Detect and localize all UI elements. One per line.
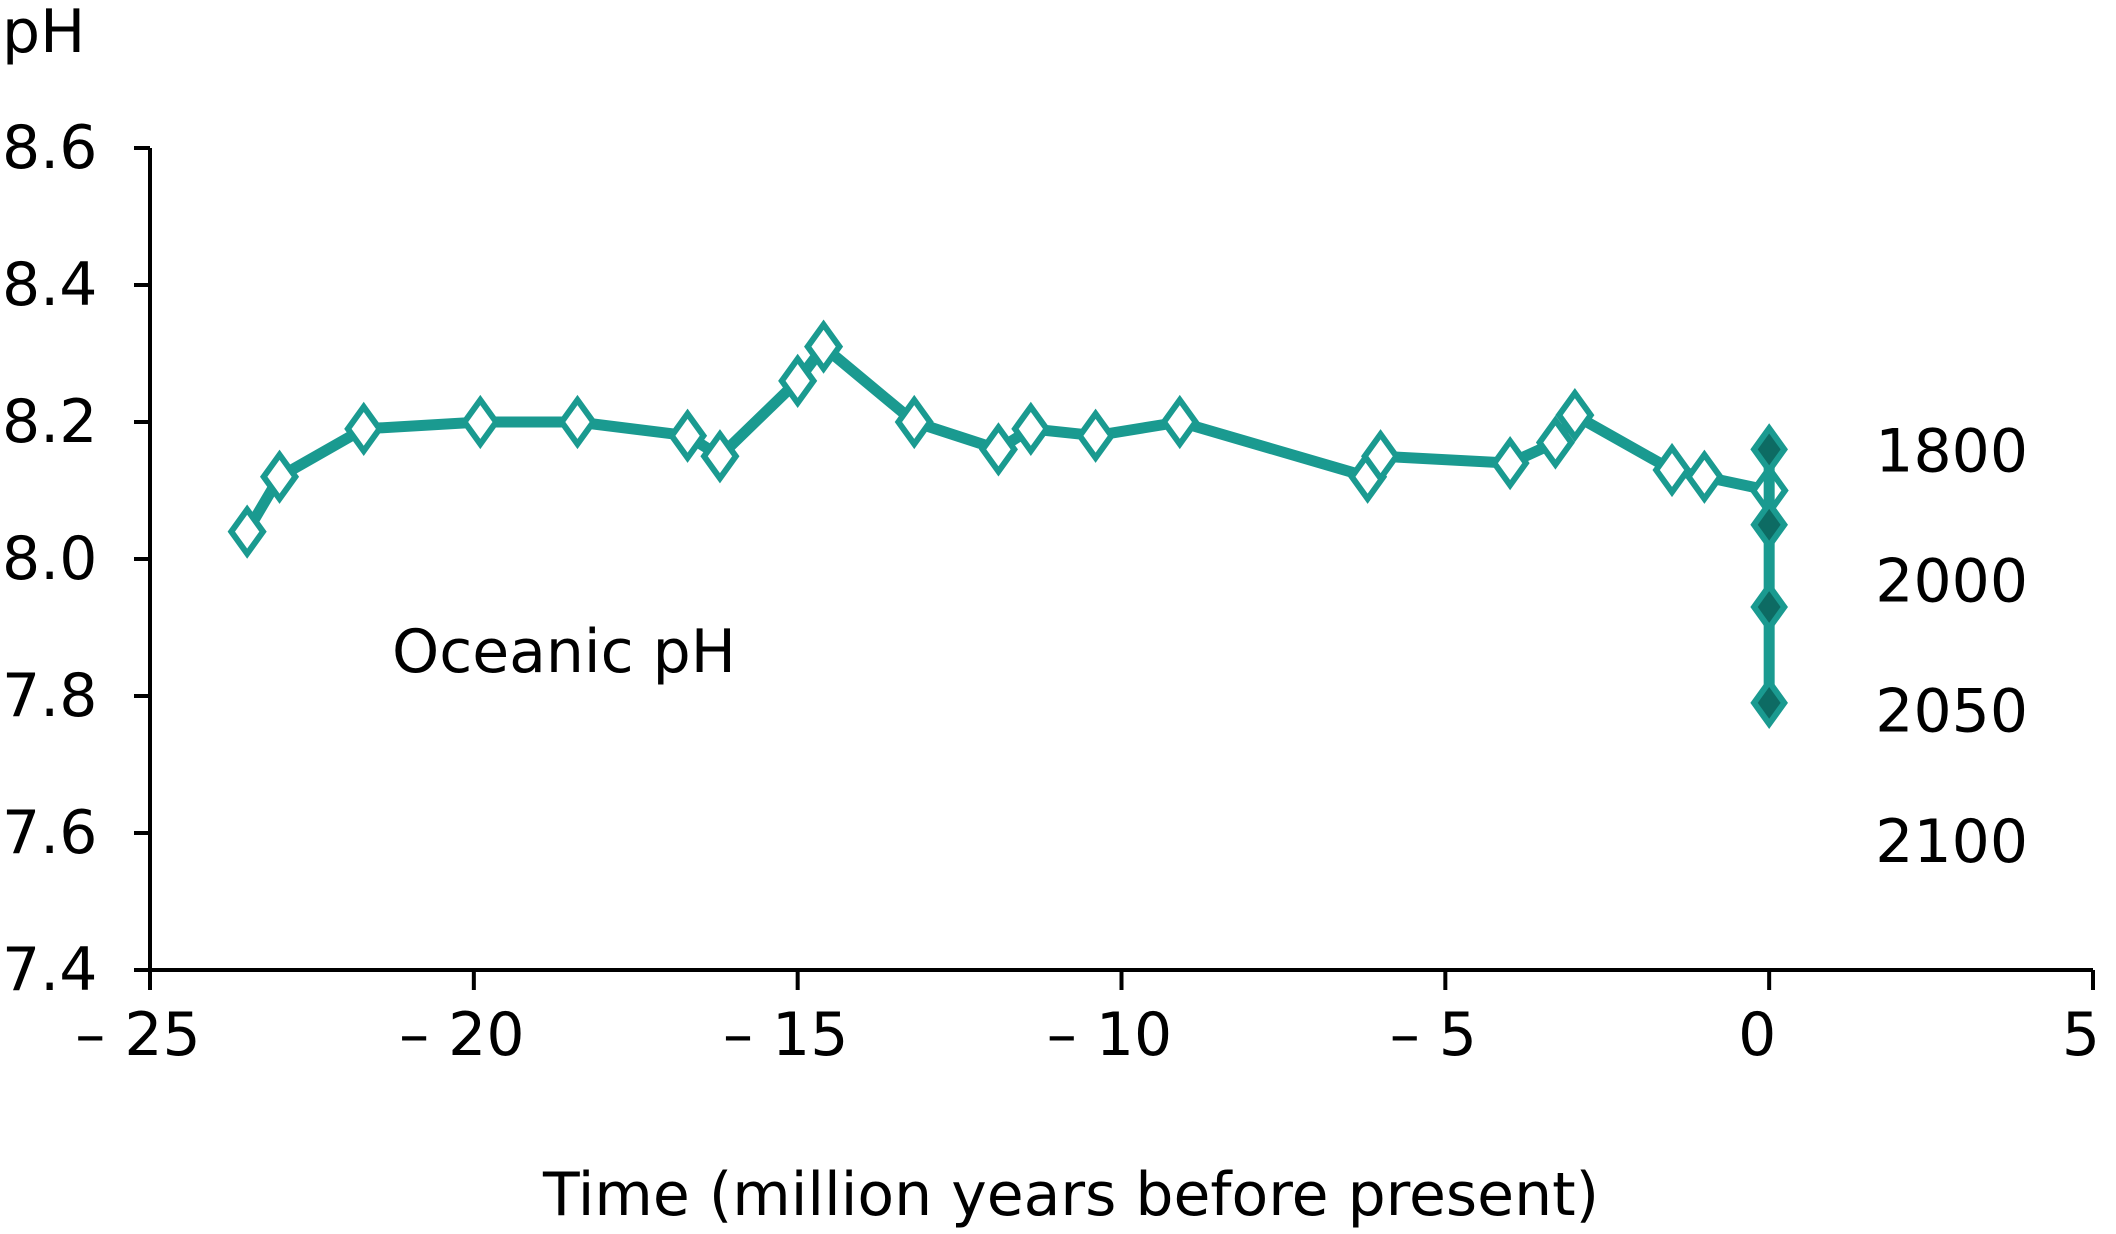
x-axis-ticks: – 25 – 20 – 15 – 10 – 5 0 5 <box>75 970 2100 1070</box>
data-point-projection <box>1750 580 1788 634</box>
series-projection <box>1750 423 1788 729</box>
data-point-historical <box>1535 415 1575 470</box>
data-point-historical <box>1555 388 1595 443</box>
x-tick-label: 5 <box>2062 1000 2100 1070</box>
data-point-historical <box>460 394 500 450</box>
data-point-historical <box>344 401 384 456</box>
data-point-historical <box>804 319 844 374</box>
year-label: 2100 <box>1875 807 2028 877</box>
data-point-historical <box>1160 394 1200 450</box>
data-point-historical <box>557 394 597 450</box>
y-tick-label: 7.6 <box>2 798 97 868</box>
x-tick-label: 0 <box>1738 1000 1776 1070</box>
data-point-historical <box>1490 435 1530 491</box>
series-historical <box>227 319 1789 559</box>
data-point-historical <box>259 449 300 504</box>
projection-year-labels: 1800 2000 2050 2100 <box>1875 416 2028 876</box>
data-point-historical <box>1076 408 1116 463</box>
y-axis-title: pH <box>2 0 85 67</box>
y-tick-label: 8.6 <box>2 113 97 183</box>
data-point-projection <box>1750 423 1788 476</box>
data-point-historical <box>1011 401 1051 456</box>
x-tick-label: – 10 <box>1047 1000 1172 1070</box>
y-tick-label: 8.0 <box>2 524 97 594</box>
series-annotation: Oceanic pH <box>392 617 736 687</box>
year-label: 2050 <box>1875 677 2028 747</box>
series-line-historical <box>241 341 1775 538</box>
y-tick-label: 8.4 <box>2 250 97 320</box>
y-tick-label: 7.4 <box>2 935 97 1005</box>
y-tick-label: 8.2 <box>2 387 97 457</box>
data-point-projection <box>1750 676 1788 729</box>
data-point-historical <box>978 422 1018 477</box>
x-tick-label: – 15 <box>723 1000 848 1070</box>
x-axis-title: Time (million years before present) <box>542 1160 1599 1230</box>
x-tick-label: – 20 <box>399 1000 524 1070</box>
year-label: 1800 <box>1875 416 2028 486</box>
data-point-historical <box>1361 429 1401 484</box>
data-point-historical <box>778 353 818 409</box>
y-tick-label: 7.8 <box>2 661 97 731</box>
data-point-historical <box>700 429 740 484</box>
x-tick-label: – 25 <box>75 1000 200 1070</box>
data-point-historical <box>227 504 267 559</box>
data-point-historical <box>894 394 934 450</box>
data-point-historical <box>1652 442 1692 498</box>
x-tick-label: – 5 <box>1390 1000 1477 1070</box>
data-point-historical <box>1684 449 1724 504</box>
data-point-projection <box>1750 498 1788 551</box>
y-axis-ticks: 8.6 8.4 8.2 8.0 7.8 7.6 7.4 <box>2 113 150 1005</box>
year-label: 2000 <box>1875 547 2028 617</box>
data-point-historical <box>668 408 708 463</box>
